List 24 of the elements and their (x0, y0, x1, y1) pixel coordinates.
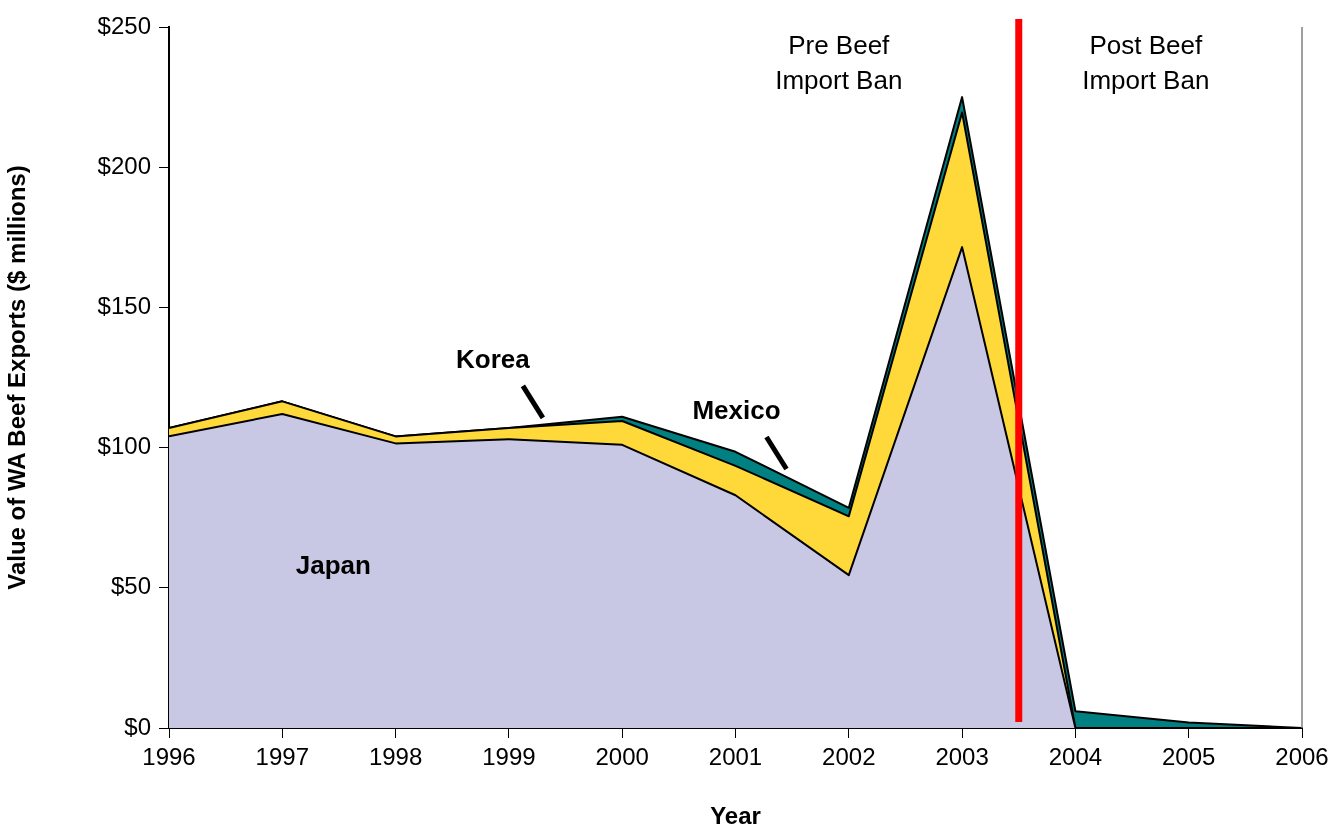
y-tick-label: $200 (97, 151, 151, 179)
series-label: Mexico (692, 395, 781, 426)
y-tick-label: $0 (124, 712, 151, 740)
x-tick-label: 2004 (1048, 743, 1103, 771)
x-tick-label: 1996 (142, 743, 196, 771)
x-tick-label: 1997 (255, 743, 309, 771)
x-tick-label: 2006 (1275, 743, 1329, 771)
series-label: Japan (295, 550, 371, 581)
y-tick-label: $50 (110, 572, 151, 600)
x-axis-title: Year (710, 802, 761, 830)
y-tick-label: $250 (97, 11, 151, 39)
x-tick-label: 2000 (595, 743, 649, 771)
annotation: Post Beef Import Ban (1082, 30, 1210, 96)
x-tick-label: 2002 (822, 743, 876, 771)
annotation: Pre Beef Import Ban (775, 30, 903, 96)
text: Korea (456, 344, 531, 375)
y-axis-title: Value of WA Beef Exports ($ millions) (3, 165, 31, 590)
y-tick-label: $150 (97, 292, 151, 320)
x-tick-label: 2003 (935, 743, 989, 771)
x-tick-label: 2001 (708, 743, 763, 771)
y-tick-label: $100 (97, 432, 151, 460)
x-tick-label: 1998 (368, 743, 423, 771)
x-tick-label: 1999 (482, 743, 536, 771)
x-tick-label: 2005 (1162, 743, 1216, 771)
